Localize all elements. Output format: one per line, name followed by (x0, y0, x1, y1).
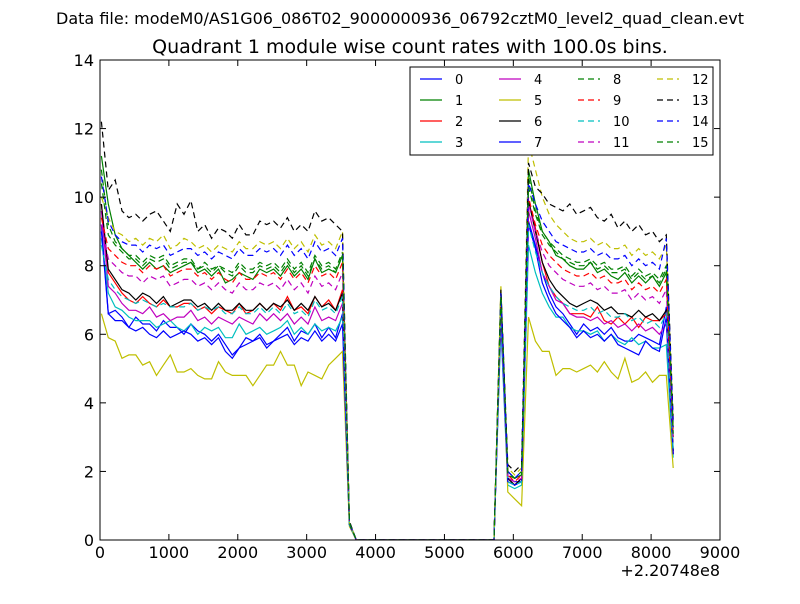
x-tick-label: 9000 (700, 543, 741, 562)
ticks-layer: 0 1000 2000 3000 4000 5000 6000 7000 8000 9000 0 2 4… (74, 51, 741, 562)
x-tick-label: 3000 (286, 543, 327, 562)
y-tick-label: 2 (84, 462, 94, 481)
series-line-6 (100, 200, 674, 540)
legend-label-9: 9 (613, 94, 621, 109)
series-line-4 (100, 210, 674, 540)
chart-suptitle: Data file: modeM0/AS1G06_086T02_90000009… (56, 9, 744, 29)
legend-label-15: 15 (692, 136, 709, 151)
legend-label-6: 6 (534, 115, 542, 130)
series-line-5 (100, 286, 674, 540)
x-tick-label: 1000 (149, 543, 190, 562)
x-tick-label: 4000 (355, 543, 396, 562)
series-line-10 (100, 224, 674, 540)
series-line-8 (100, 169, 674, 540)
x-tick-label: 8000 (631, 543, 672, 562)
y-tick-label: 6 (84, 325, 94, 344)
series-line-14 (100, 176, 674, 540)
legend-label-5: 5 (534, 94, 542, 109)
chart-title: Quadrant 1 module wise count rates with … (152, 36, 668, 58)
y-tick-label: 14 (74, 51, 94, 70)
series-line-7 (100, 224, 674, 540)
legend-label-1: 1 (455, 94, 463, 109)
legend-label-8: 8 (613, 73, 621, 88)
series-line-0 (100, 220, 674, 540)
x-tick-label: 5000 (424, 543, 465, 562)
legend-box (409, 66, 714, 156)
x-tick-label: 2000 (217, 543, 258, 562)
plot-frame (99, 59, 721, 541)
legend-label-2: 2 (455, 115, 463, 130)
legend-label-14: 14 (692, 115, 709, 130)
legend-label-11: 11 (613, 136, 630, 151)
legend-label-12: 12 (692, 73, 709, 88)
legend-label-3: 3 (455, 136, 463, 151)
series-line-9 (100, 196, 674, 540)
y-tick-label: 12 (74, 120, 94, 139)
series-line-13 (100, 121, 674, 540)
x-offset-label: +2.20748e8 (620, 561, 720, 580)
series-line-15 (100, 183, 674, 540)
series-line-12 (100, 142, 674, 540)
x-tick-label: 0 (95, 543, 105, 562)
legend-label-10: 10 (613, 115, 630, 130)
x-tick-label: 6000 (493, 543, 534, 562)
series-layer (100, 121, 674, 540)
series-line-11 (100, 203, 674, 540)
legend-label-13: 13 (692, 94, 709, 109)
legend-label-7: 7 (534, 136, 542, 151)
y-tick-label: 10 (74, 188, 94, 207)
x-tick-label: 7000 (562, 543, 603, 562)
y-tick-label: 4 (84, 394, 94, 413)
series-line-1 (100, 155, 674, 540)
series-line-3 (100, 238, 674, 540)
y-tick-label: 0 (84, 531, 94, 550)
legend-label-4: 4 (534, 73, 542, 88)
y-tick-label: 8 (84, 257, 94, 276)
legend-label-0: 0 (455, 73, 463, 88)
